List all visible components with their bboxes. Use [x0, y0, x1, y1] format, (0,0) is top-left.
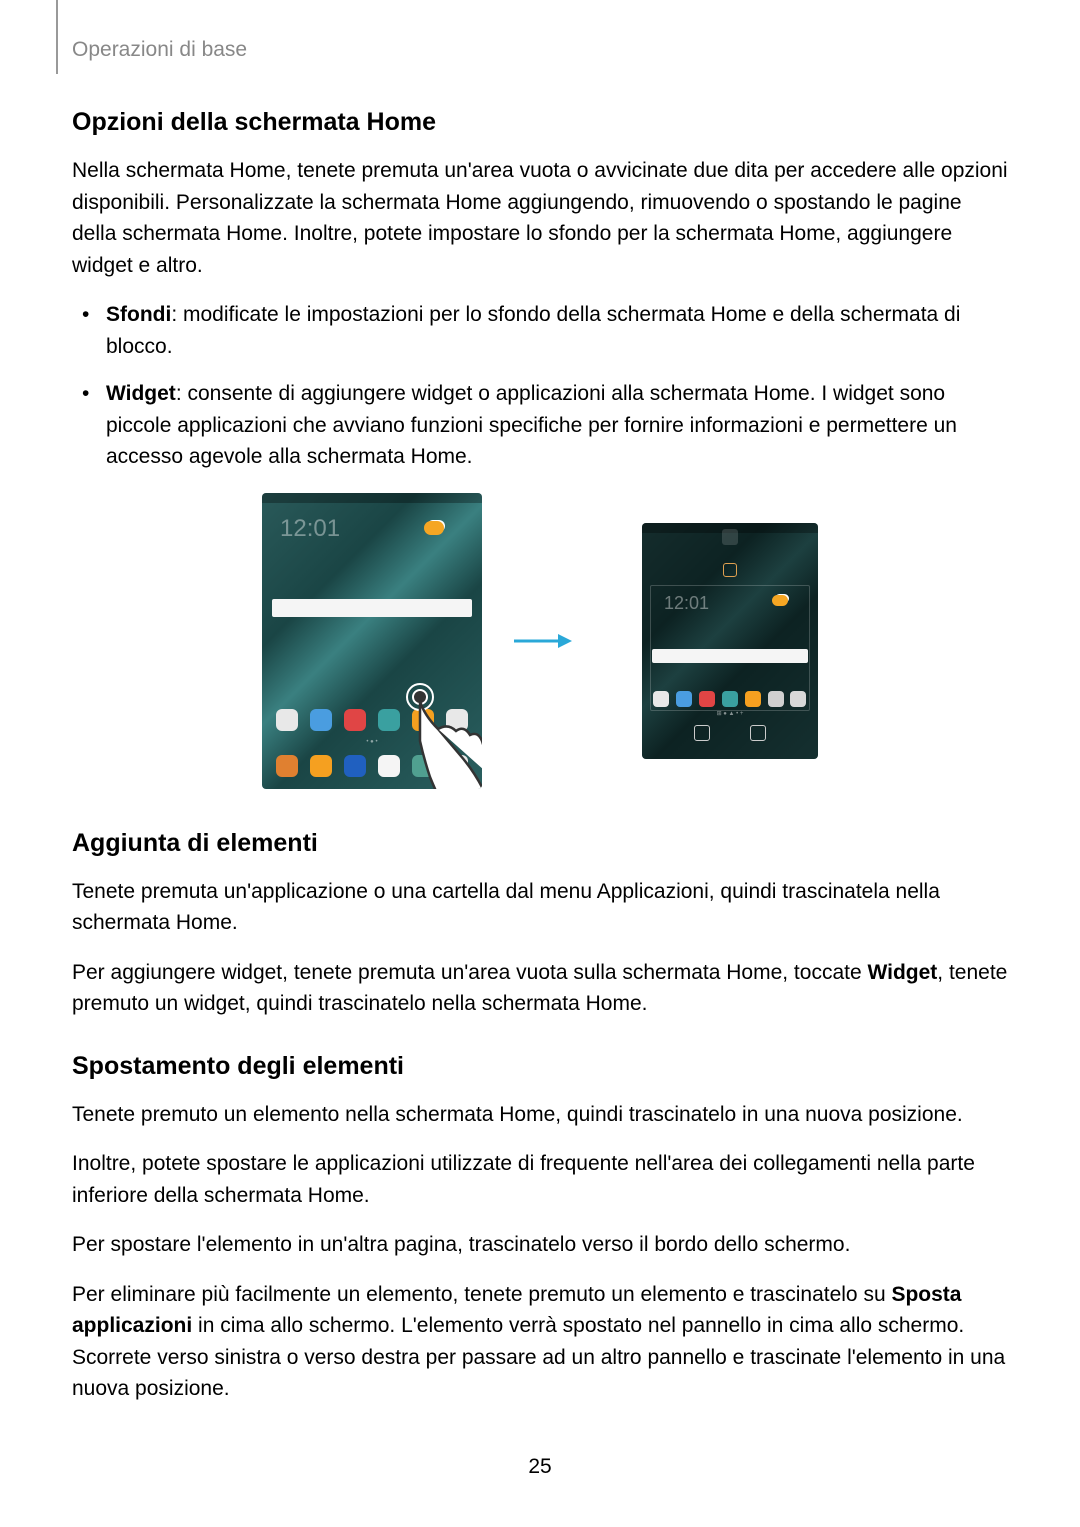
- top-control-icon: [722, 529, 738, 545]
- section3-p3: Per spostare l'elemento in un'altra pagi…: [72, 1229, 1008, 1261]
- tablet-right: 12:01 ⊞ ● ▲ • +: [642, 523, 818, 759]
- tablet-left: 12:01 • ● •: [262, 493, 482, 789]
- bullet2-bold: Widget: [106, 382, 176, 405]
- app-icon: [412, 755, 434, 777]
- section1-list: Sfondi: modificate le impostazioni per l…: [72, 299, 1008, 473]
- section2-p2: Per aggiungere widget, tenete premuta un…: [72, 957, 1008, 1020]
- bullet1-rest: : modificate le impostazioni per lo sfon…: [106, 303, 960, 358]
- bullet2-rest: : consente di aggiungere widget o applic…: [106, 382, 957, 468]
- app-icon: [276, 755, 298, 777]
- bullet-sfondi: Sfondi: modificate le impostazioni per l…: [106, 299, 1008, 362]
- section2-p2-bold: Widget: [867, 961, 937, 984]
- wallpaper-option-icon: [694, 725, 710, 741]
- app-icon: [676, 691, 692, 707]
- search-bar: [652, 649, 808, 663]
- app-icon: [344, 755, 366, 777]
- header-rule: [56, 0, 58, 74]
- app-icon: [310, 755, 332, 777]
- app-icon: [412, 709, 434, 731]
- app-icon: [745, 691, 761, 707]
- app-icon: [790, 691, 806, 707]
- section3-p4: Per eliminare più facilmente un elemento…: [72, 1279, 1008, 1405]
- app-icon: [378, 709, 400, 731]
- section3-p4-post: in cima allo schermo. L'elemento verrà s…: [72, 1314, 1005, 1400]
- clock-widget: 12:01: [664, 593, 709, 614]
- weather-icon: [772, 595, 788, 606]
- app-icon: [310, 709, 332, 731]
- bottom-row: [650, 725, 810, 741]
- clock-widget: 12:01: [280, 515, 340, 543]
- app-icon: [344, 709, 366, 731]
- weather-icon: [424, 521, 444, 535]
- main-content: Opzioni della schermata Home Nella scher…: [72, 108, 1008, 1423]
- page-number: 25: [528, 1455, 551, 1479]
- section2-p1: Tenete premuta un'applicazione o una car…: [72, 876, 1008, 939]
- widget-option-icon: [750, 725, 766, 741]
- section2-title: Aggiunta di elementi: [72, 829, 1008, 858]
- figure: 12:01 • ● •: [72, 493, 1008, 789]
- breadcrumb: Operazioni di base: [72, 38, 247, 62]
- section1-intro: Nella schermata Home, tenete premuta un'…: [72, 155, 1008, 281]
- section3-p2: Inoltre, potete spostare le applicazioni…: [72, 1148, 1008, 1211]
- section3-p4-pre: Per eliminare più facilmente un elemento…: [72, 1283, 891, 1306]
- section2-p2-pre: Per aggiungere widget, tenete premuta un…: [72, 961, 867, 984]
- search-bar: [272, 599, 472, 617]
- dock-row: [650, 691, 810, 707]
- app-icon: [722, 691, 738, 707]
- section3-p1: Tenete premuto un elemento nella scherma…: [72, 1099, 1008, 1131]
- bullet1-bold: Sfondi: [106, 303, 171, 326]
- home-indicator-icon: [723, 563, 737, 577]
- section3-title: Spostamento degli elementi: [72, 1052, 1008, 1081]
- page-dots: ⊞ ● ▲ • +: [642, 710, 818, 717]
- page-dots: • ● •: [262, 739, 482, 745]
- app-icon: [699, 691, 715, 707]
- app-icon: [768, 691, 784, 707]
- app-icon: [378, 755, 400, 777]
- status-bar: [262, 493, 482, 503]
- app-icon: [446, 709, 468, 731]
- app-icon: [446, 755, 468, 777]
- bottom-row: [270, 755, 474, 777]
- app-icon: [653, 691, 669, 707]
- arrow-icon: [512, 631, 572, 651]
- section1-title: Opzioni della schermata Home: [72, 108, 1008, 137]
- bullet-widget: Widget: consente di aggiungere widget o …: [106, 378, 1008, 473]
- app-icon: [276, 709, 298, 731]
- dock-row: [270, 709, 474, 731]
